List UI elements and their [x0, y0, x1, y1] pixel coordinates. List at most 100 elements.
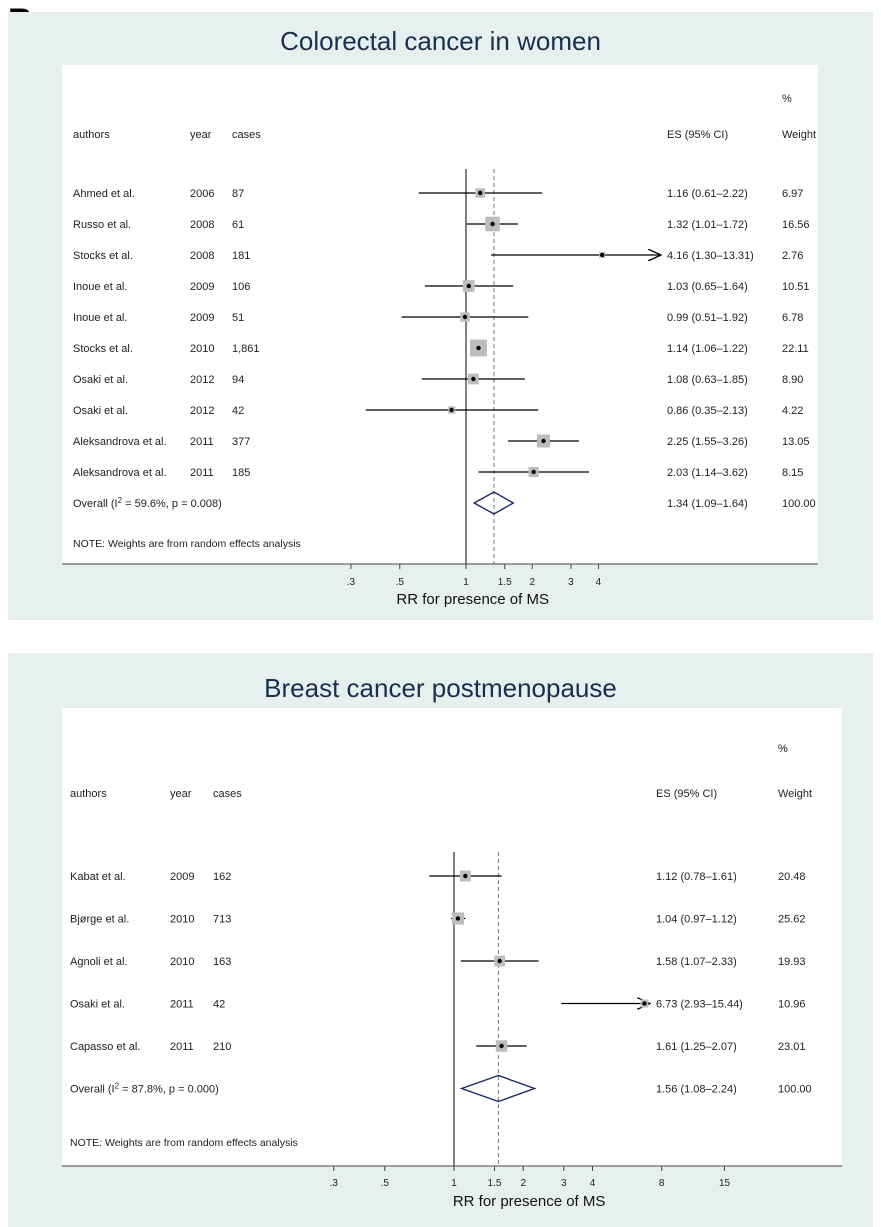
study-author: Inoue et al. — [73, 312, 127, 324]
study-weight: 6.97 — [782, 188, 803, 200]
x-tick-label: 15 — [719, 1178, 731, 1189]
x-tick-label: 3 — [568, 577, 574, 588]
col-header-weight: Weight — [782, 129, 816, 141]
study-weight: 19.93 — [778, 956, 806, 968]
col-header-authors: authors — [73, 129, 110, 141]
study-point-estimate — [490, 221, 495, 227]
study-es-ci: 1.32 (1.01–1.72) — [667, 219, 748, 231]
study-point-estimate — [466, 283, 472, 289]
study-year: 2010 — [190, 343, 214, 355]
study-point-estimate — [471, 376, 476, 382]
overall-es-ci: 1.56 (1.08–2.24) — [656, 1084, 737, 1096]
study-author: Osaki et al. — [73, 374, 128, 386]
x-tick-label: 1 — [451, 1178, 457, 1189]
study-author: Agnoli et al. — [70, 956, 127, 968]
study-year: 2010 — [170, 956, 194, 968]
x-tick-label: .5 — [396, 577, 405, 588]
x-tick-label: 1 — [463, 577, 469, 588]
study-weight: 10.51 — [782, 281, 810, 293]
study-author: Stocks et al. — [73, 250, 133, 262]
study-cases: 87 — [232, 188, 244, 200]
study-year: 2012 — [190, 405, 214, 417]
study-author: Capasso et al. — [70, 1041, 140, 1053]
study-es-ci: 1.04 (0.97–1.12) — [656, 914, 737, 926]
x-tick-label: 3 — [561, 1178, 567, 1189]
col-header-weight: Weight — [778, 788, 812, 800]
overall-weight: 100.00 — [778, 1084, 812, 1096]
study-year: 2008 — [190, 250, 214, 262]
col-header-es: ES (95% CI) — [667, 129, 728, 141]
overall-diamond — [459, 1074, 537, 1103]
study-year: 2009 — [190, 312, 214, 324]
study-cases: 713 — [213, 914, 231, 926]
x-axis-label: RR for presence of MS — [453, 1193, 606, 1210]
chart-title: Breast cancer postmenopause — [264, 673, 617, 703]
study-es-ci: 1.58 (1.07–2.33) — [656, 956, 737, 968]
study-weight: 6.78 — [782, 312, 803, 324]
study-point-estimate — [499, 1043, 504, 1049]
study-author: Aleksandrova et al. — [73, 436, 167, 448]
overall-label: Overall (I2 = 59.6%, p = 0.008) — [73, 496, 222, 510]
study-cases: 94 — [232, 374, 244, 386]
x-tick-label: 4 — [590, 1178, 596, 1189]
study-point-estimate — [476, 345, 481, 351]
study-author: Osaki et al. — [70, 999, 125, 1011]
study-cases: 1,861 — [232, 343, 260, 355]
study-cases: 42 — [232, 405, 244, 417]
study-year: 2008 — [190, 219, 214, 231]
study-point-estimate — [477, 190, 483, 196]
study-es-ci: 1.61 (1.25–2.07) — [656, 1041, 737, 1053]
chart-title: Colorectal cancer in women — [280, 26, 601, 56]
x-axis-label: RR for presence of MS — [396, 591, 549, 608]
overall-diamond — [472, 491, 515, 515]
study-point-estimate — [642, 1001, 647, 1006]
study-es-ci: 4.16 (1.30–13.31) — [667, 250, 754, 262]
study-point-estimate — [531, 469, 536, 475]
study-es-ci: 0.99 (0.51–1.92) — [667, 312, 748, 324]
study-author: Stocks et al. — [73, 343, 133, 355]
study-author: Osaki et al. — [73, 405, 128, 417]
x-tick-label: 1.5 — [498, 577, 512, 588]
study-year: 2006 — [190, 188, 214, 200]
col-header-cases: cases — [213, 788, 242, 800]
study-year: 2009 — [190, 281, 214, 293]
study-weight: 23.01 — [778, 1041, 806, 1053]
study-point-estimate — [541, 438, 546, 444]
study-year: 2011 — [170, 999, 194, 1011]
study-author: Kabat et al. — [70, 871, 126, 883]
col-header-percent: % — [778, 743, 788, 755]
study-es-ci: 1.14 (1.06–1.22) — [667, 343, 748, 355]
study-es-ci: 1.08 (0.63–1.85) — [667, 374, 748, 386]
study-year: 2010 — [170, 914, 194, 926]
study-point-estimate — [497, 958, 502, 964]
col-header-percent: % — [782, 93, 792, 105]
plot-area — [62, 65, 818, 564]
study-es-ci: 0.86 (0.35–2.13) — [667, 405, 748, 417]
x-tick-label: .3 — [330, 1178, 339, 1189]
x-tick-label: 2 — [529, 577, 535, 588]
study-es-ci: 1.12 (0.78–1.61) — [656, 871, 737, 883]
study-author: Inoue et al. — [73, 281, 127, 293]
forest-panel-2: Breast cancer postmenopause authors year ca… — [8, 653, 873, 1227]
study-weight: 4.22 — [782, 405, 803, 417]
col-header-es: ES (95% CI) — [656, 788, 717, 800]
study-year: 2011 — [190, 467, 214, 479]
plot-area — [62, 708, 842, 1166]
study-es-ci: 1.16 (0.61–2.22) — [667, 188, 748, 200]
study-cases: 377 — [232, 436, 250, 448]
forest-panel-1: Colorectal cancer in women authors year cas… — [8, 12, 873, 620]
study-point-estimate — [462, 314, 468, 320]
study-cases: 42 — [213, 999, 225, 1011]
study-es-ci: 2.25 (1.55–3.26) — [667, 436, 748, 448]
study-cases: 185 — [232, 467, 250, 479]
study-es-ci: 6.73 (2.93–15.44) — [656, 999, 743, 1011]
overall-es-ci: 1.34 (1.09–1.64) — [667, 498, 748, 510]
study-year: 2012 — [190, 374, 214, 386]
study-author: Bjørge et al. — [70, 914, 129, 926]
study-weight: 8.90 — [782, 374, 803, 386]
study-author: Ahmed et al. — [73, 188, 135, 200]
study-weight: 16.56 — [782, 219, 810, 231]
study-cases: 181 — [232, 250, 250, 262]
col-header-authors: authors — [70, 788, 107, 800]
